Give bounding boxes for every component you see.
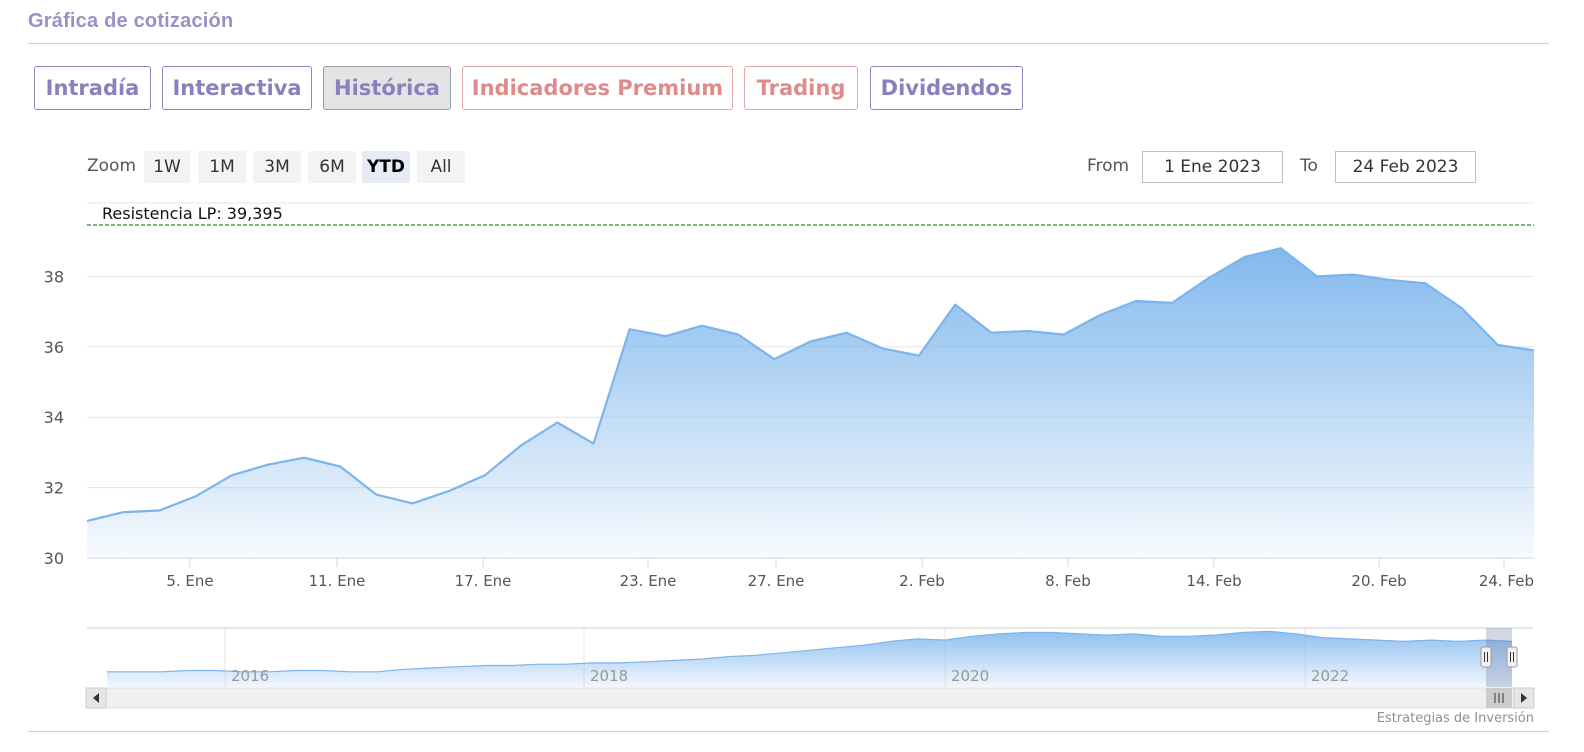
data-point-2023-01-16: [628, 328, 630, 330]
tab-interactiva[interactable]: Interactiva: [162, 66, 312, 110]
data-point-2023-01-09: [375, 493, 377, 495]
data-point-2023-01-15: [592, 442, 594, 444]
price-line: [86, 247, 1535, 523]
x-tick-label: 11. Ene: [309, 572, 366, 590]
x-tick-label: 17. Ene: [455, 572, 512, 590]
from-label: From: [1087, 156, 1130, 176]
y-tick-label-30: 30: [44, 549, 64, 568]
resistance-line: Resistencia LP: 39,395: [87, 204, 1534, 226]
to-date-input[interactable]: 24 Feb 2023: [1335, 151, 1476, 183]
data-point-2023-02-08: [1461, 307, 1463, 309]
data-point-2023-01-31: [1171, 302, 1173, 304]
price-area-fill: [87, 248, 1534, 558]
data-point-2023-02-07: [1424, 282, 1426, 284]
data-point-2023-01-28: [1063, 333, 1065, 335]
x-tick-label: 27. Ene: [748, 572, 805, 590]
credit-label: Estrategias de Inversión: [1376, 711, 1534, 726]
data-point-2023-01-14: [556, 421, 558, 423]
data-point-2023-01-27: [1026, 330, 1028, 332]
zoom-6m-button[interactable]: 6M: [308, 151, 356, 183]
data-point-2023-01-02: [122, 511, 124, 513]
zoom-label: Zoom: [87, 156, 137, 176]
data-point-2023-02-03: [1280, 247, 1282, 249]
x-tick-label: 8. Feb: [1045, 572, 1091, 590]
data-point-2023-01-23: [882, 347, 884, 349]
data-point-2023-02-02: [1243, 256, 1245, 258]
tab-historica[interactable]: Histórica: [323, 66, 451, 110]
data-point-2023-01-24: [918, 354, 920, 356]
x-tick-label: 5. Ene: [166, 572, 213, 590]
data-point-2023-01-06: [267, 464, 269, 466]
data-point-2023-01-19: [737, 333, 739, 335]
data-point-2023-01-26: [990, 332, 992, 334]
data-point-2023-01-17: [665, 335, 667, 337]
title-divider: [28, 43, 1549, 44]
y-tick-label-36: 36: [44, 338, 64, 357]
navigator-handle: [1506, 646, 1518, 668]
data-point-2023-01-25: [954, 303, 956, 305]
navigator-line: [107, 630, 1513, 673]
zoom-1m-button[interactable]: 1M: [198, 151, 246, 183]
navigator-year-label: 2018: [590, 667, 628, 685]
data-point-2023-02-10: [1533, 349, 1535, 351]
x-tick-label: 14. Feb: [1186, 572, 1241, 590]
data-point-2023-01-12: [484, 474, 486, 476]
navigator-year-label: 2020: [951, 667, 989, 685]
x-axis: 5. Ene 11. Ene 17. Ene 23. Ene 27. Ene 2. Feb…: [87, 557, 1534, 590]
data-point-2023-02-01: [1207, 277, 1209, 279]
y-tick-label-38: 38: [44, 267, 64, 286]
price-area: [86, 247, 1535, 558]
data-point-2023-01-18: [701, 325, 703, 327]
navigator[interactable]: 2016 2018 2020 2022: [85, 627, 1535, 709]
data-point-2023-01-10: [411, 502, 413, 504]
tab-intradia[interactable]: Intradía: [34, 66, 151, 110]
data-point-2023-01-01: [86, 520, 88, 522]
x-tick-label: 20. Feb: [1351, 572, 1406, 590]
scrollbar-track: [85, 687, 1535, 709]
tab-dividendos[interactable]: Dividendos: [870, 66, 1023, 110]
scroll-right-arrow-icon: [1521, 693, 1527, 703]
data-point-2023-01-04: [194, 495, 196, 497]
y-tick-label-34: 34: [44, 408, 64, 427]
tab-trading[interactable]: Trading: [744, 66, 858, 110]
data-point-2023-01-20: [773, 358, 775, 360]
y-axis: 30 32 34 36 38: [44, 267, 64, 568]
resistance-label: Resistencia LP: 39,395: [102, 204, 283, 223]
data-point-2023-02-06: [1388, 279, 1390, 281]
data-point-2023-01-07: [303, 457, 305, 459]
zoom-all-button[interactable]: All: [417, 151, 465, 183]
navigator-handle: [1480, 646, 1492, 668]
data-point-2023-01-22: [846, 332, 848, 334]
zoom-1w-button[interactable]: 1W: [144, 151, 190, 183]
scroll-left-arrow-icon: [93, 693, 99, 703]
tab-indicadores-premium[interactable]: Indicadores Premium: [462, 66, 733, 110]
from-date-input[interactable]: 1 Ene 2023: [1142, 151, 1283, 183]
data-point-2023-02-04: [1316, 275, 1318, 277]
data-point-2023-01-13: [520, 444, 522, 446]
data-point-2023-02-05: [1352, 273, 1354, 275]
data-point-2023-01-21: [809, 340, 811, 342]
zoom-3m-button[interactable]: 3M: [253, 151, 301, 183]
data-point-2023-02-09: [1497, 344, 1499, 346]
x-tick-label: 23. Ene: [620, 572, 677, 590]
zoom-ytd-button[interactable]: YTD: [362, 151, 410, 183]
data-point-2023-01-08: [339, 465, 341, 467]
x-tick-label: 24. Feb: [1479, 572, 1534, 590]
data-point-2023-01-05: [231, 474, 233, 476]
navigator-area: [107, 631, 1512, 687]
bottom-divider: [28, 731, 1549, 732]
navigator-year-label: 2016: [231, 667, 269, 685]
x-tick-label: 2. Feb: [899, 572, 945, 590]
data-point-2023-01-11: [448, 490, 450, 492]
to-label: To: [1300, 156, 1318, 176]
y-tick-label-32: 32: [44, 479, 64, 498]
page-title: Gráfica de cotización: [28, 10, 234, 32]
navigator-year-label: 2022: [1311, 667, 1349, 685]
data-point-2023-01-29: [1099, 314, 1101, 316]
data-point-2023-01-30: [1135, 300, 1137, 302]
data-point-2023-01-03: [158, 509, 160, 511]
